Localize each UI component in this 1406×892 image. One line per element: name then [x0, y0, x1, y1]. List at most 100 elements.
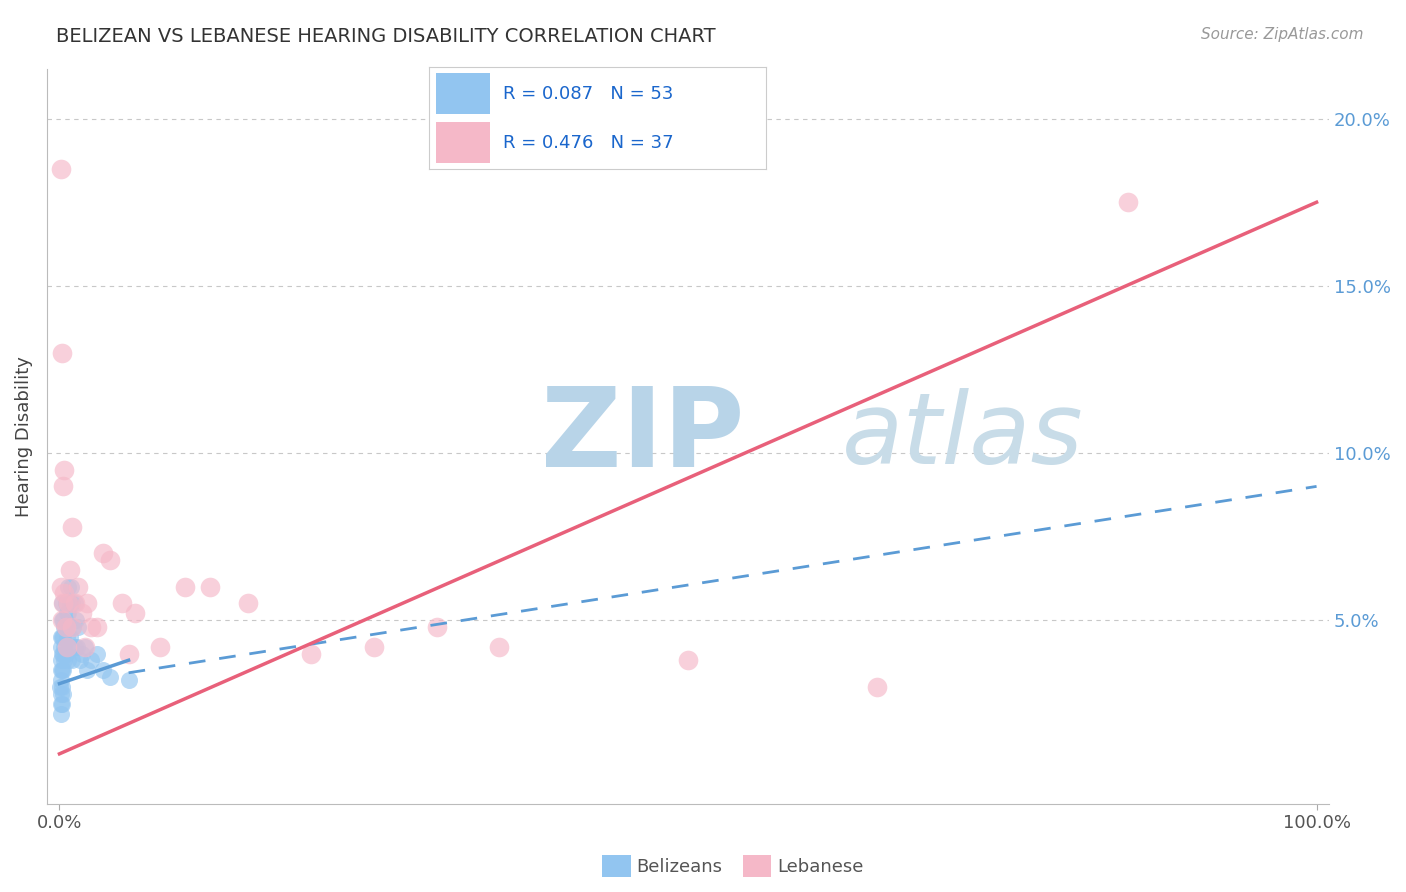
Point — [60, 653, 83, 667]
Point — [66, 640, 89, 654]
Point — [73, 640, 96, 654]
Point — [80, 620, 103, 634]
Point — [63, 596, 86, 610]
Point — [58, 580, 80, 594]
Point — [52, 630, 75, 644]
Point — [676, 653, 699, 667]
Point — [51, 663, 73, 677]
Point — [53, 620, 76, 634]
Point — [49, 653, 72, 667]
Point — [80, 653, 103, 667]
Text: R = 0.087   N = 53: R = 0.087 N = 53 — [503, 85, 673, 103]
Point — [174, 580, 197, 594]
Point — [49, 640, 72, 654]
Text: ZIP: ZIP — [540, 383, 744, 490]
Point — [53, 640, 76, 654]
Point — [76, 663, 98, 677]
Point — [55, 596, 77, 610]
Point — [111, 596, 134, 610]
Point — [93, 663, 115, 677]
Point — [52, 479, 75, 493]
Point — [426, 620, 449, 634]
Point — [236, 596, 259, 610]
Point — [98, 670, 121, 684]
Point — [55, 620, 77, 634]
Point — [124, 607, 146, 621]
Point — [58, 630, 80, 644]
Point — [59, 640, 82, 654]
Point — [60, 620, 83, 634]
Point — [52, 647, 75, 661]
Point — [93, 546, 115, 560]
Point — [49, 706, 72, 721]
Point — [63, 596, 86, 610]
Point — [49, 673, 72, 688]
Text: R = 0.476   N = 37: R = 0.476 N = 37 — [503, 134, 673, 152]
Point — [51, 613, 73, 627]
Point — [53, 653, 76, 667]
Text: Belizeans: Belizeans — [636, 858, 723, 876]
Point — [58, 596, 80, 610]
Point — [488, 640, 510, 654]
Point — [55, 647, 77, 661]
Point — [117, 673, 139, 688]
Point — [70, 647, 93, 661]
Point — [51, 697, 73, 711]
Point — [53, 463, 76, 477]
Point — [117, 647, 139, 661]
Point — [62, 620, 84, 634]
Point — [865, 680, 887, 694]
Point — [58, 607, 80, 621]
Point — [51, 630, 73, 644]
Point — [55, 620, 77, 634]
Point — [59, 580, 82, 594]
Point — [52, 687, 75, 701]
Point — [86, 620, 108, 634]
Y-axis label: Hearing Disability: Hearing Disability — [15, 356, 32, 516]
Text: Lebanese: Lebanese — [776, 858, 863, 876]
Point — [63, 640, 86, 654]
Point — [149, 640, 172, 654]
Point — [65, 613, 87, 627]
Point — [60, 596, 83, 610]
Point — [69, 653, 91, 667]
Point — [58, 653, 80, 667]
Point — [1116, 195, 1139, 210]
Point — [67, 620, 90, 634]
Point — [67, 580, 90, 594]
Point — [58, 563, 80, 577]
Point — [76, 596, 98, 610]
Point — [52, 613, 75, 627]
FancyBboxPatch shape — [436, 122, 489, 163]
Point — [70, 607, 93, 621]
Point — [51, 680, 73, 694]
Point — [86, 647, 108, 661]
Point — [51, 596, 73, 610]
Point — [49, 680, 72, 694]
Point — [60, 519, 83, 533]
Point — [51, 613, 73, 627]
Point — [200, 580, 222, 594]
Point — [49, 687, 72, 701]
Point — [299, 647, 322, 661]
Point — [51, 647, 73, 661]
Point — [49, 580, 72, 594]
Text: Source: ZipAtlas.com: Source: ZipAtlas.com — [1201, 27, 1364, 42]
Point — [49, 697, 72, 711]
Point — [49, 630, 72, 644]
Text: BELIZEAN VS LEBANESE HEARING DISABILITY CORRELATION CHART: BELIZEAN VS LEBANESE HEARING DISABILITY … — [56, 27, 716, 45]
Point — [49, 161, 72, 176]
Point — [56, 640, 79, 654]
Point — [98, 553, 121, 567]
Point — [52, 663, 75, 677]
Point — [52, 596, 75, 610]
Point — [56, 607, 79, 621]
Point — [58, 596, 80, 610]
Point — [363, 640, 385, 654]
Point — [73, 640, 96, 654]
Point — [49, 663, 72, 677]
FancyBboxPatch shape — [436, 73, 489, 114]
Point — [53, 586, 76, 600]
Text: atlas: atlas — [842, 388, 1084, 484]
Point — [56, 630, 79, 644]
